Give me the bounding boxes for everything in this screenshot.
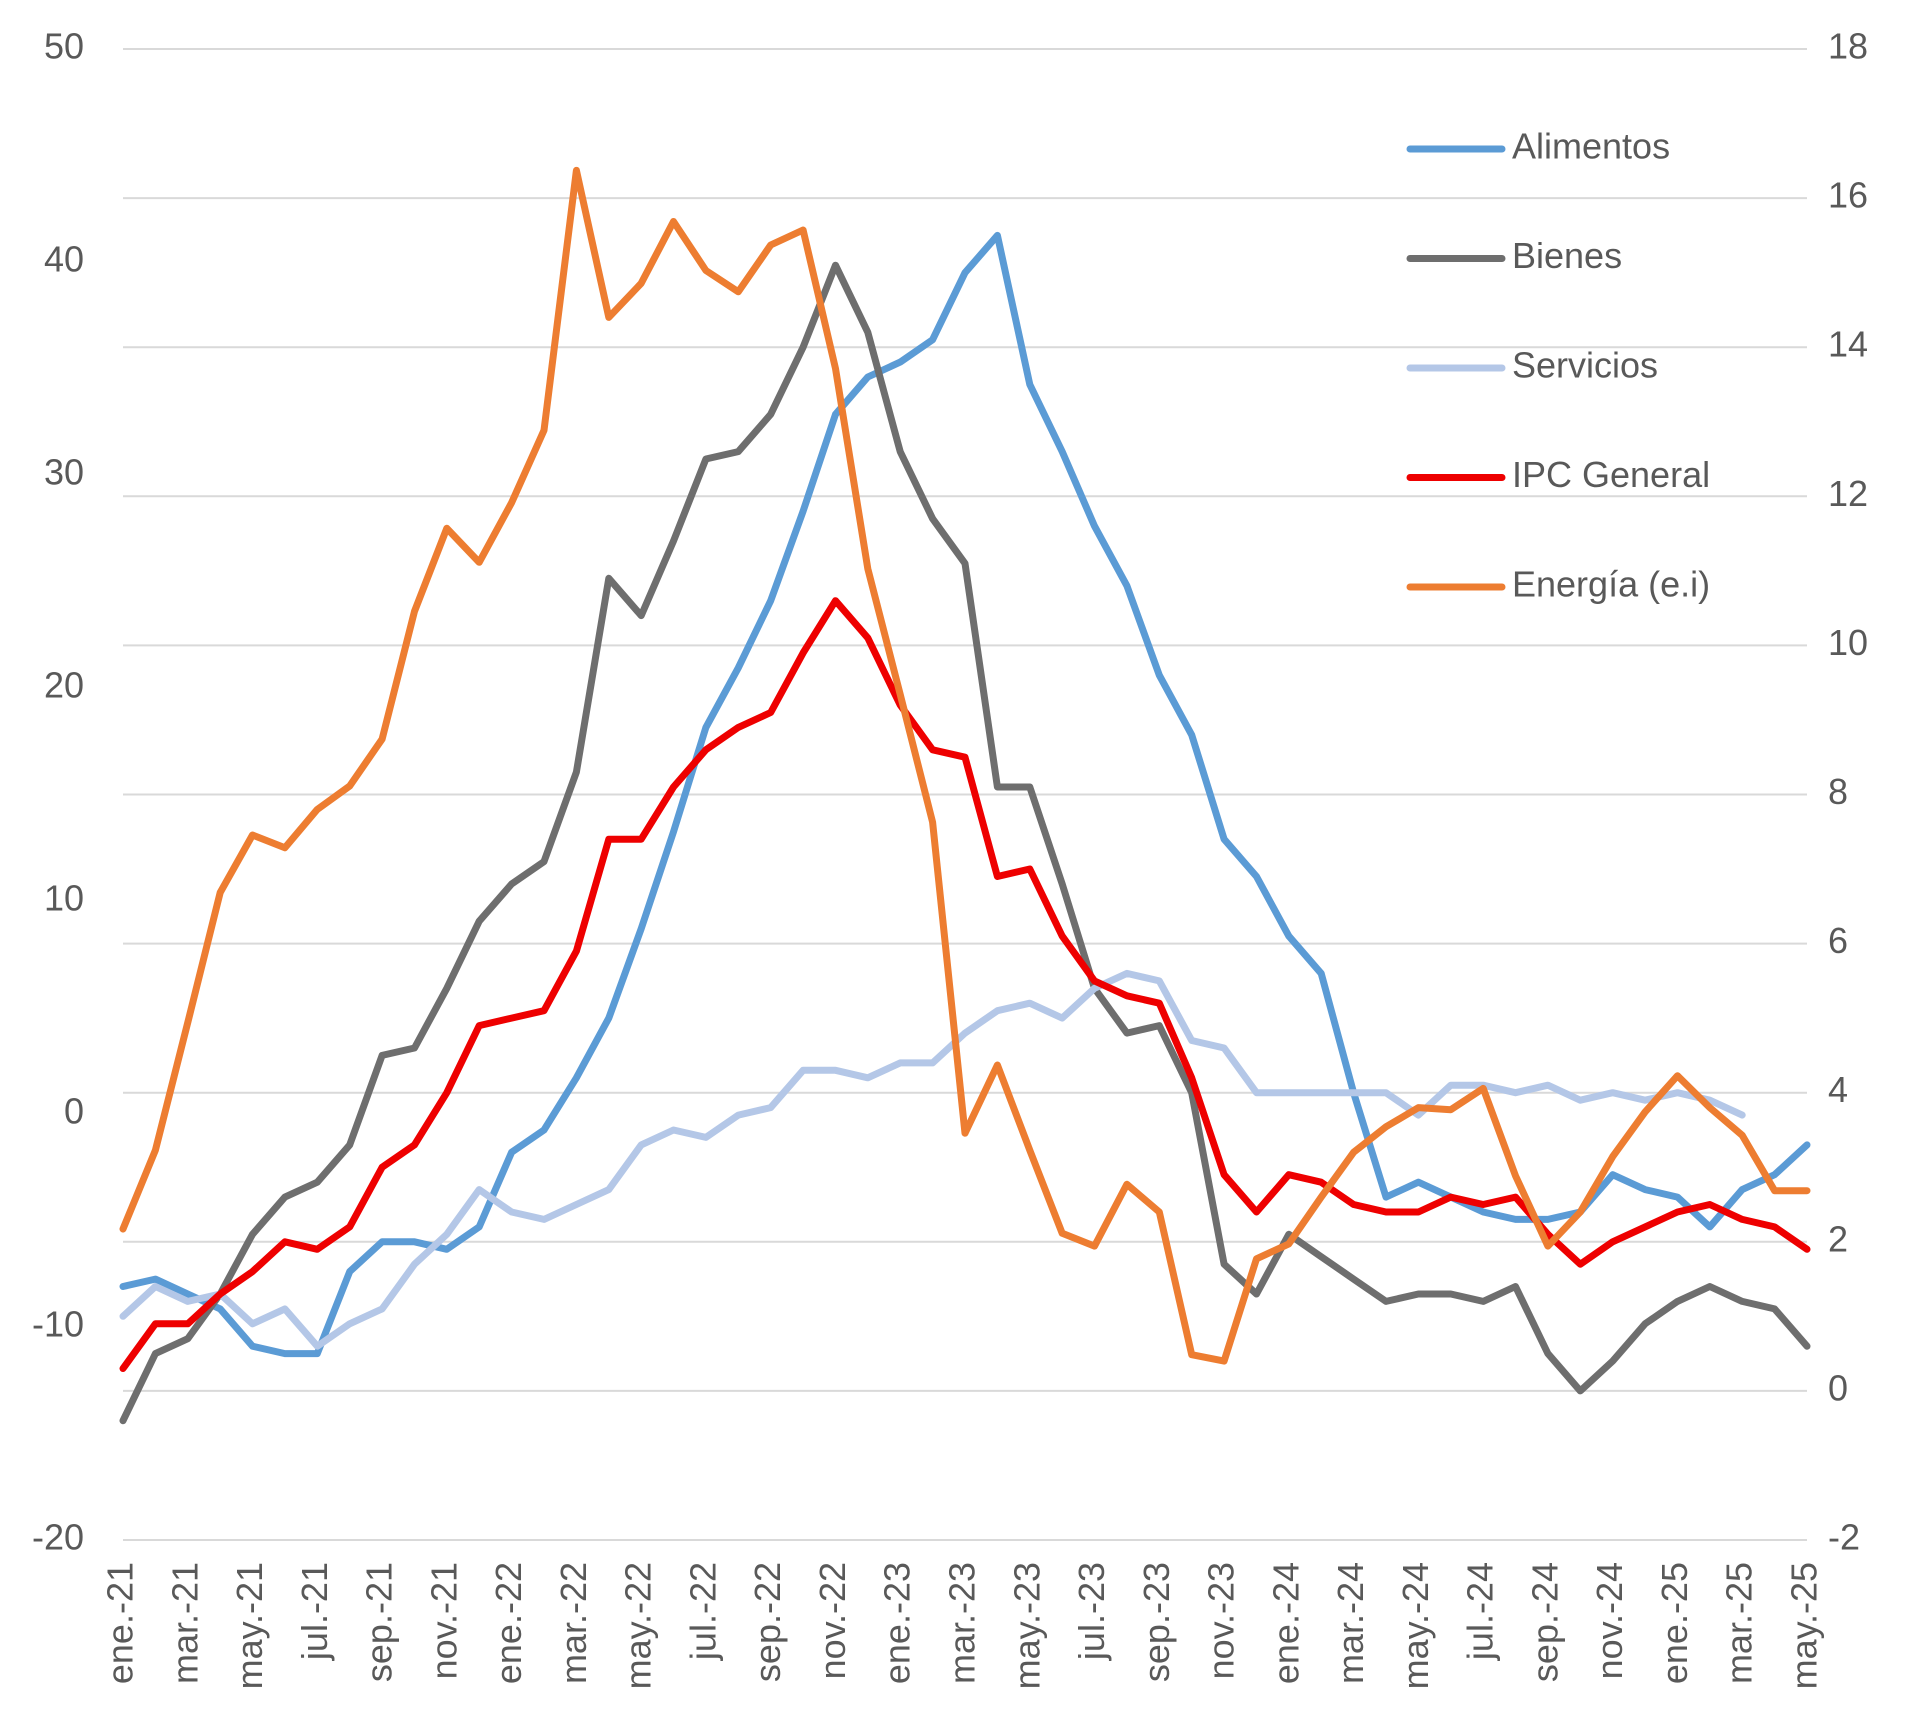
x-tick-label: mar.-24 <box>1330 1562 1371 1684</box>
x-tick-label: may.-25 <box>1784 1562 1825 1689</box>
y-tick-label: 30 <box>44 452 84 493</box>
y2-tick-label: 12 <box>1828 473 1868 514</box>
x-tick-label: may.-24 <box>1395 1562 1436 1689</box>
y2-tick-label: -2 <box>1828 1517 1860 1558</box>
y-tick-label: 40 <box>44 239 84 280</box>
y2-tick-label: 8 <box>1828 771 1848 812</box>
legend-label: Energía (e.i) <box>1512 564 1710 605</box>
x-tick-label: mar.-23 <box>942 1562 983 1684</box>
legend-label: Bienes <box>1512 235 1622 276</box>
x-tick-label: jul.-21 <box>294 1562 335 1661</box>
y2-tick-label: 18 <box>1828 26 1868 67</box>
x-tick-label: sep.-21 <box>359 1562 400 1682</box>
x-tick-label: jul.-23 <box>1071 1562 1112 1661</box>
x-tick-label: ene.-25 <box>1654 1562 1695 1684</box>
series-line <box>119 261 1811 1425</box>
x-tick-label: mar.-22 <box>553 1562 594 1684</box>
x-tick-label: ene.-24 <box>1265 1562 1306 1684</box>
x-tick-label: nov.-21 <box>423 1562 464 1679</box>
x-tick-label: sep.-23 <box>1136 1562 1177 1682</box>
x-tick-label: nov.-22 <box>812 1562 853 1679</box>
y2-tick-label: 10 <box>1828 622 1868 663</box>
series-line <box>119 166 1811 1365</box>
y2-tick-label: 14 <box>1828 324 1868 365</box>
series-line <box>119 969 1746 1350</box>
y-tick-label: 50 <box>44 26 84 67</box>
x-tick-label: may.-23 <box>1006 1562 1047 1689</box>
legend-label: Alimentos <box>1512 126 1670 167</box>
x-tick-label: ene.-23 <box>877 1562 918 1684</box>
y-tick-label: 20 <box>44 665 84 706</box>
x-tick-label: may.-21 <box>229 1562 270 1689</box>
y2-tick-label: 2 <box>1828 1218 1848 1259</box>
x-tick-label: jul.-24 <box>1460 1562 1501 1661</box>
x-tick-label: ene.-21 <box>100 1562 141 1684</box>
y2-tick-label: 0 <box>1828 1367 1848 1408</box>
x-tick-label: ene.-22 <box>488 1562 529 1684</box>
legend-label: IPC General <box>1512 454 1710 495</box>
y2-tick-label: 6 <box>1828 920 1848 961</box>
y-tick-label: 10 <box>44 878 84 919</box>
x-tick-label: jul.-22 <box>682 1562 723 1661</box>
y-tick-label: 0 <box>64 1091 84 1132</box>
y2-tick-label: 16 <box>1828 175 1868 216</box>
y2-tick-label: 4 <box>1828 1069 1848 1110</box>
x-tick-label: sep.-22 <box>747 1562 788 1682</box>
x-tick-label: nov.-24 <box>1589 1562 1630 1679</box>
x-tick-label: nov.-23 <box>1201 1562 1242 1679</box>
x-tick-label: mar.-21 <box>164 1562 205 1684</box>
x-tick-label: may.-22 <box>618 1562 659 1689</box>
y-tick-label: -20 <box>32 1517 84 1558</box>
x-tick-label: mar.-25 <box>1719 1562 1760 1684</box>
x-tick-label: sep.-24 <box>1524 1562 1565 1682</box>
y-tick-label: -10 <box>32 1304 84 1345</box>
legend-label: Servicios <box>1512 345 1658 386</box>
series-line <box>119 231 1811 1358</box>
series-line <box>119 597 1811 1372</box>
